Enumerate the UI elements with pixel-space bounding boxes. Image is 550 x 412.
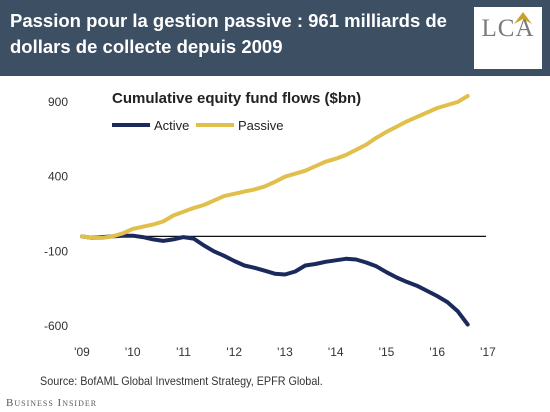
x-tick-label: '14 bbox=[328, 345, 344, 359]
publisher-label: Business Insider bbox=[6, 397, 98, 409]
x-tick-label: '17 bbox=[480, 345, 496, 359]
chart-area: Cumulative equity fund flows ($bn) Activ… bbox=[0, 76, 550, 412]
x-axis-ticks: '09 '10 '11 '12 '13 '14 '15 '16 '17 bbox=[74, 345, 496, 359]
x-tick-label: '11 bbox=[176, 345, 191, 359]
x-tick-label: '15 bbox=[379, 345, 395, 359]
legend-label-active: Active bbox=[154, 118, 189, 133]
series-line-passive bbox=[80, 94, 470, 240]
series-layer bbox=[80, 94, 470, 327]
chart: Cumulative equity fund flows ($bn) Activ… bbox=[44, 90, 496, 359]
legend-label-passive: Passive bbox=[238, 118, 284, 133]
chart-title: Cumulative equity fund flows ($bn) bbox=[112, 90, 361, 107]
y-tick-label: 900 bbox=[48, 95, 68, 109]
header-banner: Passion pour la gestion passive : 961 mi… bbox=[0, 0, 550, 76]
y-tick-label: 400 bbox=[48, 170, 68, 184]
x-tick-label: '09 bbox=[74, 345, 90, 359]
x-tick-label: '16 bbox=[429, 345, 445, 359]
source-note: Source: BofAML Global Investment Strateg… bbox=[40, 374, 323, 388]
logo-text: LCA bbox=[481, 15, 535, 42]
logo-accent-icon bbox=[514, 12, 532, 24]
headline: Passion pour la gestion passive : 961 mi… bbox=[10, 10, 447, 57]
x-tick-label: '12 bbox=[226, 345, 242, 359]
series-line-active bbox=[80, 233, 470, 327]
y-axis-ticks: 900 400 -100 -600 bbox=[44, 95, 68, 333]
chart-legend: Active Passive bbox=[112, 118, 284, 133]
y-tick-label: -100 bbox=[44, 244, 68, 258]
lca-logo: LCA bbox=[474, 7, 542, 69]
y-tick-label: -600 bbox=[44, 319, 68, 333]
x-tick-label: '10 bbox=[125, 345, 141, 359]
x-tick-label: '13 bbox=[277, 345, 293, 359]
